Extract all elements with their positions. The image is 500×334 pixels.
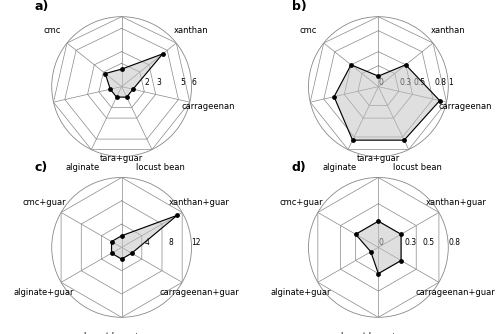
Point (348, 138, 356, 143)
Point (397, 231, 405, 237)
Point (367, 249, 375, 255)
Text: c): c) (35, 161, 48, 174)
Point (118, 257, 126, 262)
Point (352, 231, 360, 237)
Polygon shape (112, 215, 177, 259)
Point (374, 218, 382, 224)
Point (402, 62, 409, 67)
Text: b): b) (292, 0, 306, 13)
Point (173, 213, 181, 218)
Point (101, 71, 109, 76)
Point (158, 51, 166, 56)
Polygon shape (356, 221, 401, 274)
Point (108, 250, 116, 256)
Text: d): d) (292, 161, 306, 174)
Point (118, 233, 126, 238)
Point (118, 66, 126, 72)
Point (374, 73, 382, 79)
Point (112, 95, 120, 100)
Point (108, 239, 116, 244)
Point (436, 98, 444, 103)
Point (397, 258, 405, 263)
Point (330, 94, 338, 100)
Point (106, 87, 114, 92)
Point (347, 62, 355, 67)
Point (122, 95, 130, 100)
Polygon shape (105, 54, 162, 97)
Point (129, 87, 137, 92)
Polygon shape (334, 65, 440, 140)
Point (400, 138, 408, 143)
Text: a): a) (35, 0, 50, 13)
Point (374, 271, 382, 276)
Point (128, 250, 136, 256)
